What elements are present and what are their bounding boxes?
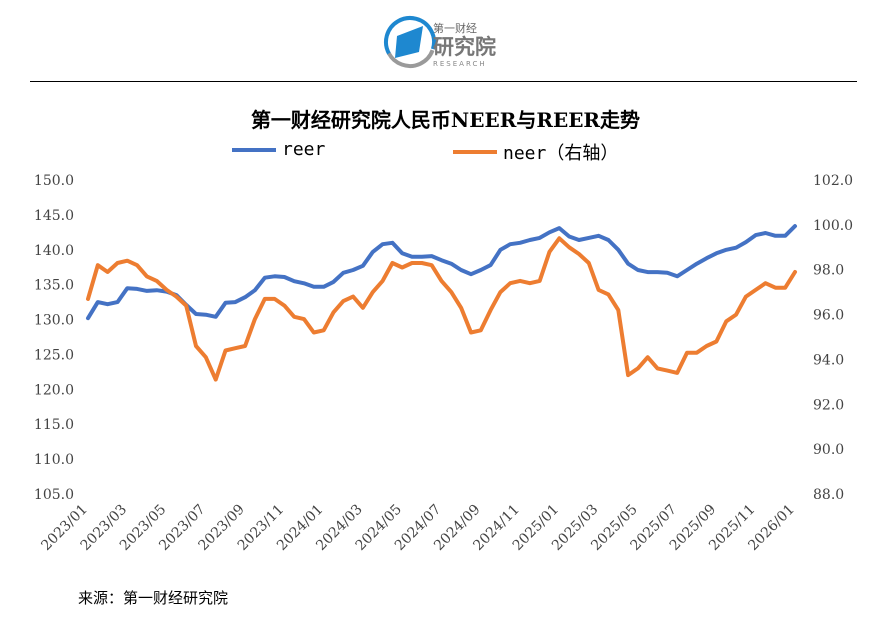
- series-line-reer: [86, 224, 797, 321]
- y-tick-label: 120.0: [34, 382, 74, 398]
- chart-title: 第一财经研究院人民币NEER与REER走势: [250, 108, 641, 132]
- source-note: 来源：第一财经研究院: [78, 589, 229, 607]
- y-tick-label: 105.0: [34, 487, 74, 503]
- legend-item-neer: neer（右轴）: [453, 139, 618, 165]
- y-tick-label: 115.0: [34, 417, 74, 433]
- y2-tick-label: 94.0: [813, 352, 844, 368]
- y-tick-label: 145.0: [34, 208, 74, 224]
- y-tick-label: 150.0: [34, 173, 74, 189]
- legend-label-neer: neer（右轴）: [503, 143, 619, 164]
- y2-tick-label: 92.0: [813, 397, 844, 413]
- y2-tick-label: 98.0: [813, 263, 844, 279]
- y2-tick-label: 100.0: [813, 218, 853, 234]
- y-tick-label: 130.0: [34, 313, 74, 329]
- y2-tick-label: 88.0: [813, 487, 844, 503]
- y-tick-label: 110.0: [34, 452, 74, 468]
- svg-text:RESEARCH: RESEARCH: [433, 60, 487, 68]
- svg-text:研究院: 研究院: [433, 35, 496, 59]
- legend-swatch-neer: [453, 150, 497, 154]
- svg-text:第一财经: 第一财经: [433, 21, 477, 35]
- header-divider: [30, 81, 857, 82]
- legend-label-reer: reer: [282, 139, 326, 160]
- legend-item-reer: reer: [232, 139, 325, 160]
- y2-tick-label: 96.0: [813, 308, 844, 324]
- legend-swatch-reer: [232, 147, 276, 152]
- y2-tick-label: 102.0: [813, 173, 853, 189]
- y2-tick-label: 90.0: [813, 442, 844, 458]
- series-line-neer: [86, 236, 797, 382]
- logo: 第一财经 研究院 RESEARCH: [384, 16, 496, 68]
- y-tick-label: 140.0: [34, 243, 74, 259]
- y-tick-label: 135.0: [34, 278, 74, 294]
- legend: reer neer（右轴）: [0, 139, 891, 165]
- y-tick-label: 125.0: [34, 347, 74, 363]
